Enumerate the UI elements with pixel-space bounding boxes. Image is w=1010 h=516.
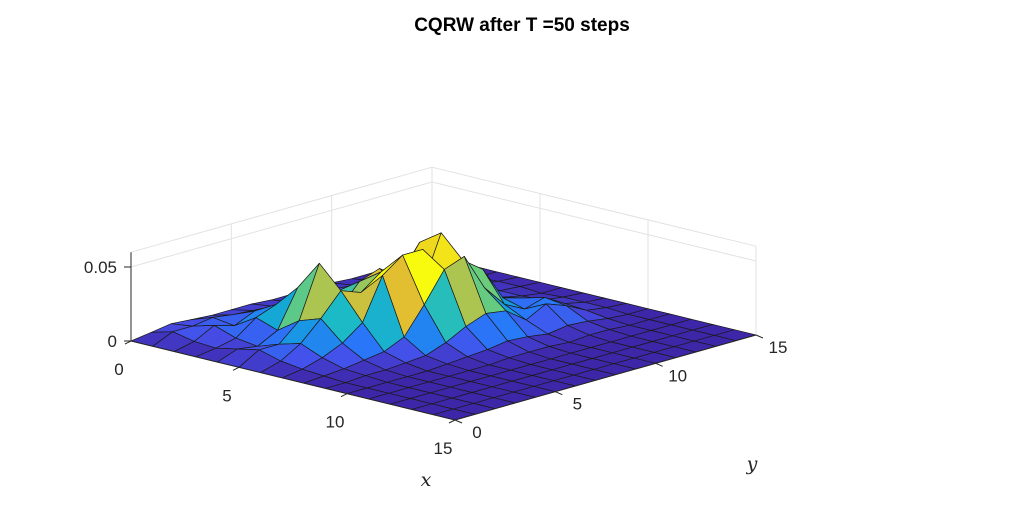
z-tick-label: 0.05 (84, 258, 117, 277)
chart-title: CQRW after T =50 steps (414, 15, 630, 36)
y-tick-label: 0 (472, 423, 481, 442)
x-tick-label: 15 (434, 439, 453, 458)
y-tick-label: 5 (573, 395, 582, 414)
y-axis-line (454, 334, 757, 421)
y-tick-mark (555, 391, 563, 396)
x-tick-mark (340, 393, 348, 398)
y-tick-label: 10 (668, 366, 687, 385)
y-tick-mark (655, 362, 663, 367)
y-tick-label: 15 (769, 338, 788, 357)
y-tick-mark (755, 334, 764, 339)
y-axis-label: y (746, 453, 758, 475)
grid-line (130, 181, 757, 268)
z-tick-label: 0 (108, 332, 117, 351)
x-tick-label: 10 (326, 413, 345, 432)
x-tick-mark (448, 419, 456, 424)
x-tick-mark (232, 366, 240, 371)
grid-line (431, 166, 757, 247)
tick-layer: 0 5 10 15 0 5 10 15 0 0.05 (84, 258, 788, 458)
x-axis-line (130, 340, 456, 421)
y-tick-mark (454, 419, 463, 424)
grid-line (130, 166, 433, 253)
x-axis-label: x (421, 469, 432, 491)
x-tick-label: 0 (114, 360, 123, 379)
x-tick-label: 5 (222, 386, 231, 405)
surface-layer (130, 232, 757, 421)
